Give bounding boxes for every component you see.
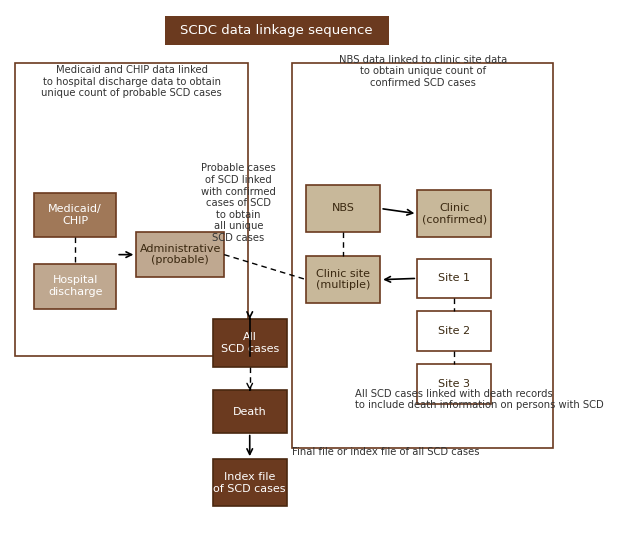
Text: Medicaid and CHIP data linked
to hospital discharge data to obtain
unique count : Medicaid and CHIP data linked to hospita… (41, 66, 222, 99)
FancyBboxPatch shape (34, 264, 116, 309)
Text: Death: Death (233, 407, 267, 417)
FancyBboxPatch shape (213, 319, 286, 367)
Text: Probable cases
of SCD linked
with confirmed
cases of SCD
to obtain
all unique
SC: Probable cases of SCD linked with confir… (201, 164, 276, 243)
Text: Medicaid/
CHIP: Medicaid/ CHIP (48, 204, 102, 226)
FancyBboxPatch shape (34, 192, 116, 238)
FancyBboxPatch shape (213, 459, 286, 506)
FancyBboxPatch shape (164, 16, 389, 45)
Text: Clinic
(confirmed): Clinic (confirmed) (422, 203, 486, 224)
Text: Site 1: Site 1 (438, 273, 470, 284)
Text: Index file
of SCD cases: Index file of SCD cases (213, 472, 286, 494)
Text: NBS: NBS (332, 204, 355, 214)
Text: All SCD cases linked with death records
to include death information on persons : All SCD cases linked with death records … (355, 389, 603, 410)
FancyBboxPatch shape (417, 311, 491, 351)
Text: All
SCD cases: All SCD cases (220, 332, 279, 354)
FancyBboxPatch shape (213, 391, 286, 433)
FancyBboxPatch shape (307, 185, 380, 232)
Text: Site 2: Site 2 (438, 326, 470, 336)
FancyBboxPatch shape (417, 259, 491, 298)
Text: SCDC data linkage sequence: SCDC data linkage sequence (180, 24, 373, 37)
Text: Final file or index file of all SCD cases: Final file or index file of all SCD case… (292, 447, 480, 457)
Text: Site 3: Site 3 (438, 379, 470, 389)
FancyBboxPatch shape (417, 190, 491, 238)
FancyBboxPatch shape (136, 232, 224, 277)
FancyBboxPatch shape (307, 256, 380, 303)
Text: NBS data linked to clinic site data
to obtain unique count of
confirmed SCD case: NBS data linked to clinic site data to o… (338, 55, 507, 88)
Text: Clinic site
(multiple): Clinic site (multiple) (316, 269, 371, 290)
Text: Administrative
(probable): Administrative (probable) (140, 244, 221, 265)
FancyBboxPatch shape (417, 364, 491, 403)
Text: Hospital
discharge: Hospital discharge (48, 276, 102, 297)
